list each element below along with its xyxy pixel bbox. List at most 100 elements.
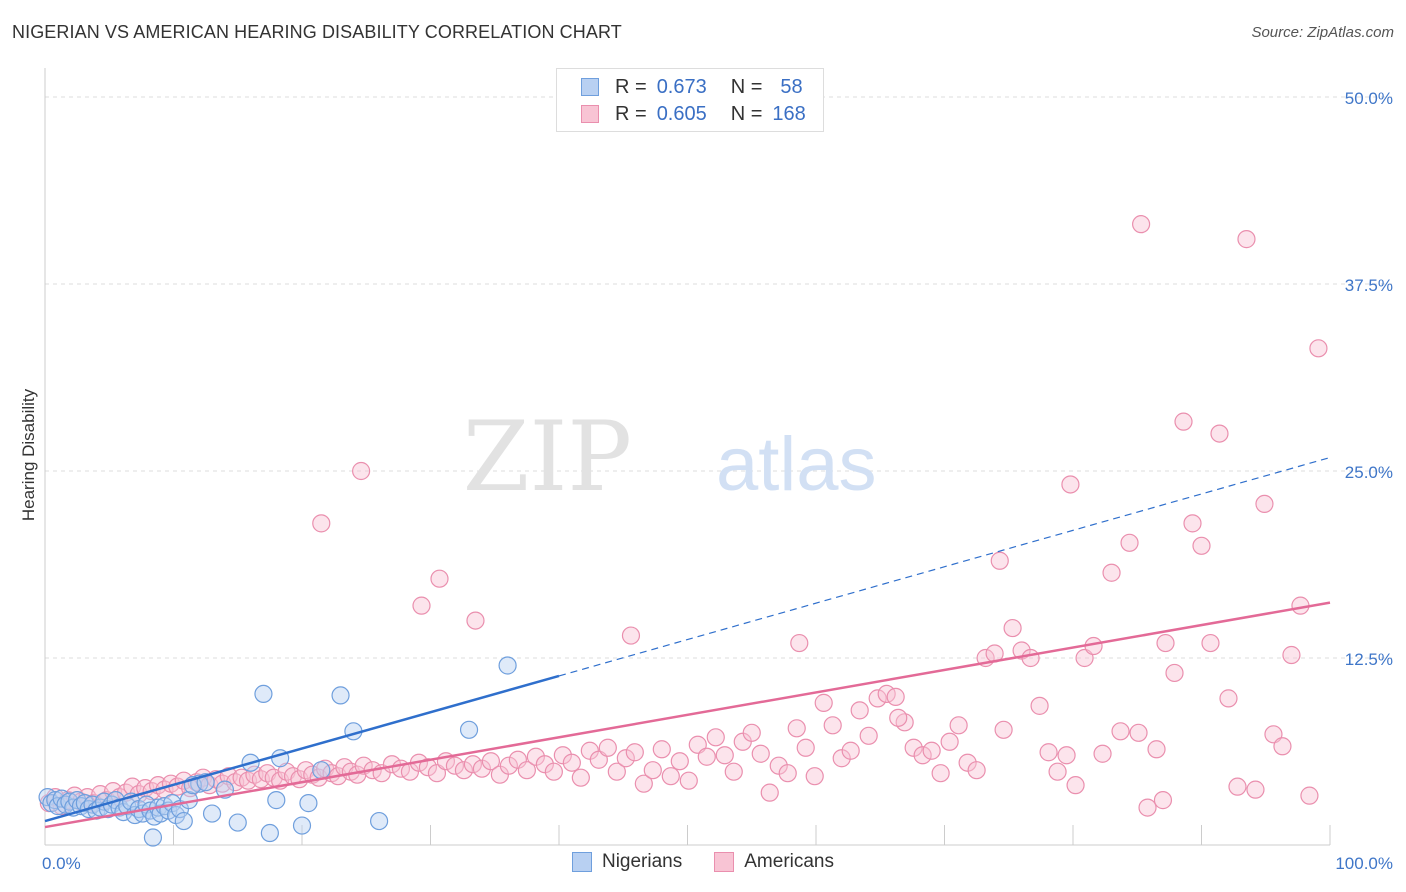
americans-point [508,750,527,769]
americans-point [352,461,371,481]
americans-point [1192,536,1211,555]
americans-point [1210,424,1229,443]
americans-point [931,764,950,783]
nigerians-point [312,761,331,780]
americans-point [805,767,824,786]
nigerians-point [254,684,273,704]
americans-point [454,761,474,780]
americans-legend-swatch [714,852,735,872]
correlation-legend: R = 0.673 N = 58 R = 0.605 N = 168 [556,68,824,132]
americans-point [670,752,689,771]
nigerians-point [292,816,312,835]
americans-point [412,596,431,615]
nigerians-point [498,656,517,675]
americans-point [868,689,887,708]
legend-item-americans[interactable]: Americans [714,851,834,873]
americans-swatch [581,105,599,123]
americans-point [859,726,878,745]
americans-point [634,774,653,793]
americans-point [1273,737,1292,756]
americans-point [430,569,449,588]
americans-point [517,761,536,780]
nigerians-point [260,823,279,843]
nigerians-point [143,828,163,847]
americans-point [1093,744,1112,763]
americans-point [1120,533,1139,552]
americans-point [1255,494,1274,514]
americans-point [616,749,635,768]
americans-point [1183,514,1202,533]
americans-trend-line [44,601,1331,829]
americans-point [760,783,779,802]
legend-row-americans: R = 0.605 N = 168 [581,101,806,127]
americans-point [994,720,1013,739]
y-tick-label: 25.0% [1345,463,1393,482]
americans-point [1138,798,1157,817]
americans-point [1153,791,1173,810]
americans-point [1003,618,1022,638]
americans-point [1111,722,1130,741]
americans-point [1132,215,1151,234]
americans-point [751,744,770,763]
americans-point [544,762,563,781]
y-tick-label: 12.5% [1345,650,1393,669]
americans-point [949,716,968,735]
source-label: Source: ZipAtlas.com [1251,24,1394,41]
americans-point [1228,777,1247,796]
legend-item-nigerians[interactable]: Nigerians [571,851,682,873]
r-label: R = [615,75,647,98]
americans-point [742,723,761,742]
nigerians-point [174,811,193,831]
americans-point [1066,776,1085,795]
americans-point [922,741,941,760]
nigerians-point [459,720,479,739]
nigerians-point [299,794,318,813]
americans-point [1021,648,1040,668]
x-tick-label-max: 100.0% [1335,854,1393,873]
y-tick-label: 37.5% [1345,276,1393,295]
americans-legend-label: Americans [744,851,834,872]
nigerians-trend-line [44,674,560,823]
nigerians-legend-swatch [571,852,592,872]
americans-point [1237,230,1256,249]
americans-point [1102,563,1121,582]
americans-point [787,719,806,738]
trend-lines [44,456,1331,829]
americans-point [607,762,626,781]
nigerians-point [370,811,389,831]
nigerians-swatch [581,78,599,96]
americans-point [889,708,908,727]
axes [44,68,1331,846]
nigerians-point [267,791,286,810]
americans-point [1039,743,1058,762]
americans-point [499,756,518,775]
nigerians-trend-extension [558,456,1331,677]
americans-point [598,738,617,757]
americans-point [1156,633,1175,653]
americans-point [661,767,680,786]
americans-point [1174,412,1193,431]
americans-point [562,753,581,772]
y-tick-label: 50.0% [1345,89,1393,108]
americans-point [621,626,641,645]
americans-point [940,732,959,751]
americans-point [913,746,932,765]
americans-point [697,747,716,766]
americans-point [715,746,734,765]
americans-r-value: 0.605 [656,102,707,125]
americans-point [1246,780,1265,799]
americans-point [463,755,483,774]
americans-point [1030,696,1049,715]
nigerians-point [228,813,247,832]
tick-labels: 12.5% 25.0% 37.5% 50.0% 0.0% 100.0% [42,89,1393,873]
americans-point [1147,740,1166,759]
americans-point [990,551,1009,570]
americans-point [850,701,869,720]
americans-point [796,738,815,757]
americans-point [1309,339,1328,358]
americans-point [841,741,860,760]
americans-point [1057,746,1076,765]
americans-points [39,215,1328,817]
americans-point [1201,633,1220,653]
